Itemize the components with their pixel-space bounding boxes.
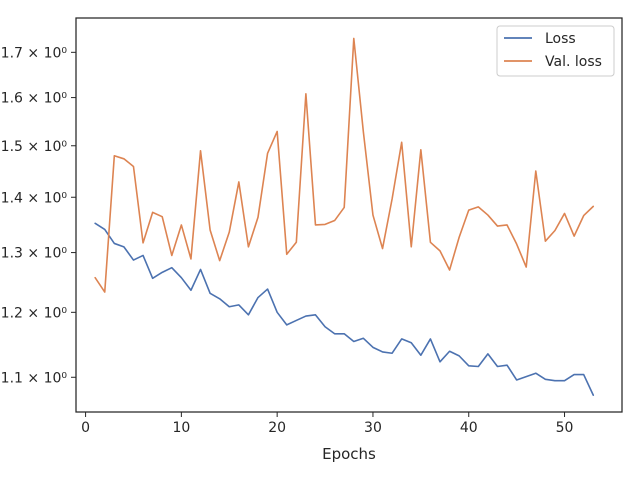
x-tick-label: 20: [268, 420, 286, 436]
y-tick-label: 1.6 × 10⁰: [1, 91, 68, 107]
series-line-val-loss: [94, 37, 595, 293]
plot-frame: [75, 17, 623, 413]
x-tick-label: 30: [364, 420, 382, 436]
y-tick-label: 1.5 × 10⁰: [1, 139, 68, 155]
series-layer: [94, 37, 595, 396]
x-axis-label: Epochs: [322, 445, 376, 463]
y-tick-label: 1.7 × 10⁰: [1, 45, 68, 61]
legend-label: Loss: [545, 31, 576, 47]
ticks-layer: 0 10 20 30 40 50 1.1 × 10⁰ 1.2 × 10⁰ 1.3 × 10⁰ 1.…: [1, 45, 574, 436]
y-tick-label: 1.4 × 10⁰: [1, 190, 68, 206]
x-tick-label: 40: [460, 420, 478, 436]
y-tick-label: 1.2 × 10⁰: [1, 305, 68, 321]
x-tick-label: 0: [81, 420, 90, 436]
y-tick-label: 1.3 × 10⁰: [1, 246, 68, 262]
legend: Loss Val. loss: [496, 25, 615, 77]
series-line-loss: [94, 222, 595, 396]
x-tick-label: 50: [556, 420, 574, 436]
x-tick-label: 10: [172, 420, 190, 436]
y-tick-label: 1.1 × 10⁰: [1, 370, 68, 386]
legend-label: Val. loss: [545, 54, 602, 70]
